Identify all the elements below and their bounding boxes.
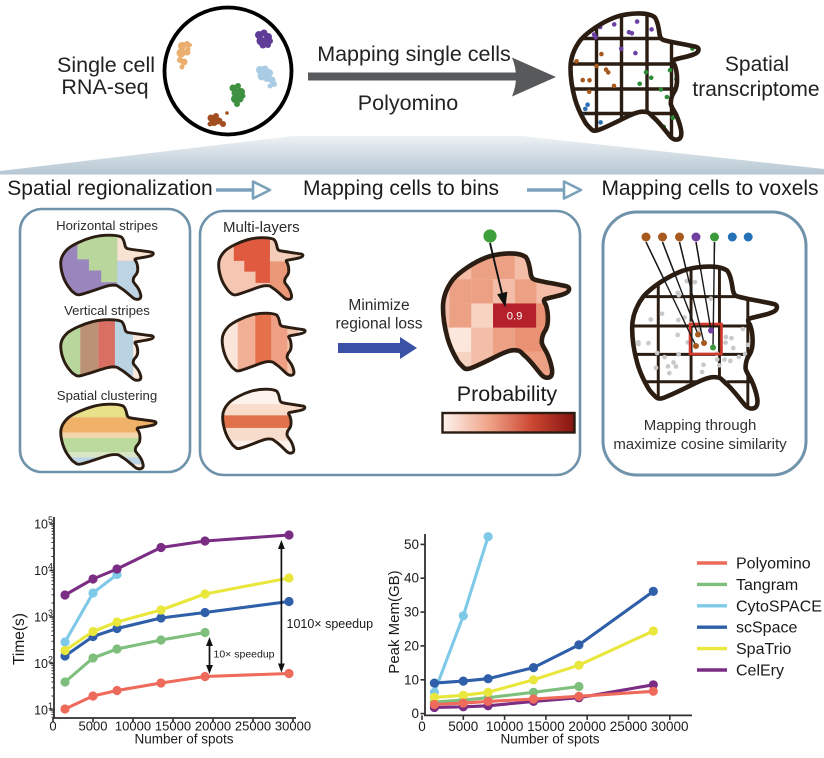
svg-text:10000: 10000 [486,719,524,734]
svg-text:Vertical stripes: Vertical stripes [64,303,150,318]
svg-text:0: 0 [49,719,56,734]
svg-text:10000: 10000 [115,719,151,734]
svg-text:25000: 25000 [610,719,648,734]
svg-text:maximize cosine similarity: maximize cosine similarity [613,436,787,453]
svg-text:0: 0 [418,719,426,734]
svg-text:Minimize: Minimize [348,297,409,314]
svg-text:Peak Mem(GB): Peak Mem(GB) [386,570,403,673]
svg-text:Tangram: Tangram [736,577,798,594]
svg-text:Polyomino: Polyomino [736,556,811,573]
svg-text:20000: 20000 [568,719,606,734]
svg-text:Mapping cells to bins: Mapping cells to bins [303,177,499,200]
svg-text:Spatial clustering: Spatial clustering [57,388,157,403]
svg-text:0.9: 0.9 [507,310,523,322]
svg-text:5000: 5000 [79,719,108,734]
svg-text:CelEry: CelEry [736,663,784,680]
svg-text:Spatial regionalization: Spatial regionalization [7,177,212,200]
svg-text:Mapping through: Mapping through [644,417,757,434]
svg-text:Spatial: Spatial [725,53,789,76]
svg-text:SpaTrio: SpaTrio [736,641,792,658]
svg-text:Multi-layers: Multi-layers [223,219,300,236]
svg-text:5000: 5000 [448,719,478,734]
svg-text:30000: 30000 [651,719,689,734]
svg-text:Number of spots: Number of spots [134,732,233,747]
svg-text:30000: 30000 [275,719,311,734]
svg-text:regional loss: regional loss [335,316,422,333]
svg-text:Mapping cells to voxels: Mapping cells to voxels [601,177,818,200]
svg-text:10× speedup: 10× speedup [214,649,275,661]
svg-text:10: 10 [404,672,419,687]
svg-text:scSpace: scSpace [736,620,797,637]
svg-text:transcriptome: transcriptome [692,78,819,101]
svg-text:20: 20 [404,638,419,653]
svg-text:Polyomino: Polyomino [358,91,458,115]
svg-text:Mapping single cells: Mapping single cells [317,42,511,66]
svg-text:50: 50 [404,537,419,552]
svg-text:20000: 20000 [195,719,231,734]
svg-text:30: 30 [404,605,419,620]
svg-text:15000: 15000 [155,719,191,734]
svg-text:Time(s): Time(s) [11,613,28,665]
svg-text:0: 0 [411,706,419,721]
svg-text:15000: 15000 [527,719,565,734]
svg-text:CytoSPACE: CytoSPACE [736,598,822,615]
svg-text:Number of spots: Number of spots [500,732,599,747]
svg-text:Probability: Probability [457,382,558,406]
svg-text:RNA-seq: RNA-seq [61,75,148,99]
svg-text:40: 40 [404,571,419,586]
svg-text:1010× speedup: 1010× speedup [287,617,374,631]
svg-text:25000: 25000 [235,719,271,734]
svg-text:Horizontal stripes: Horizontal stripes [56,218,158,233]
svg-text:Single cell: Single cell [57,53,155,77]
